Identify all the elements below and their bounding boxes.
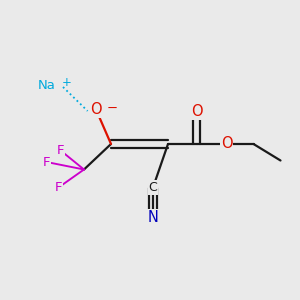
Text: Na: Na <box>38 79 56 92</box>
Text: O: O <box>90 102 102 117</box>
Text: F: F <box>55 181 62 194</box>
Text: −: − <box>106 101 118 115</box>
Text: O: O <box>221 136 232 152</box>
Text: +: + <box>62 76 72 89</box>
Text: F: F <box>56 143 64 157</box>
Text: F: F <box>43 155 50 169</box>
Text: O: O <box>191 103 202 118</box>
Text: N: N <box>148 210 158 225</box>
Text: C: C <box>148 181 158 194</box>
